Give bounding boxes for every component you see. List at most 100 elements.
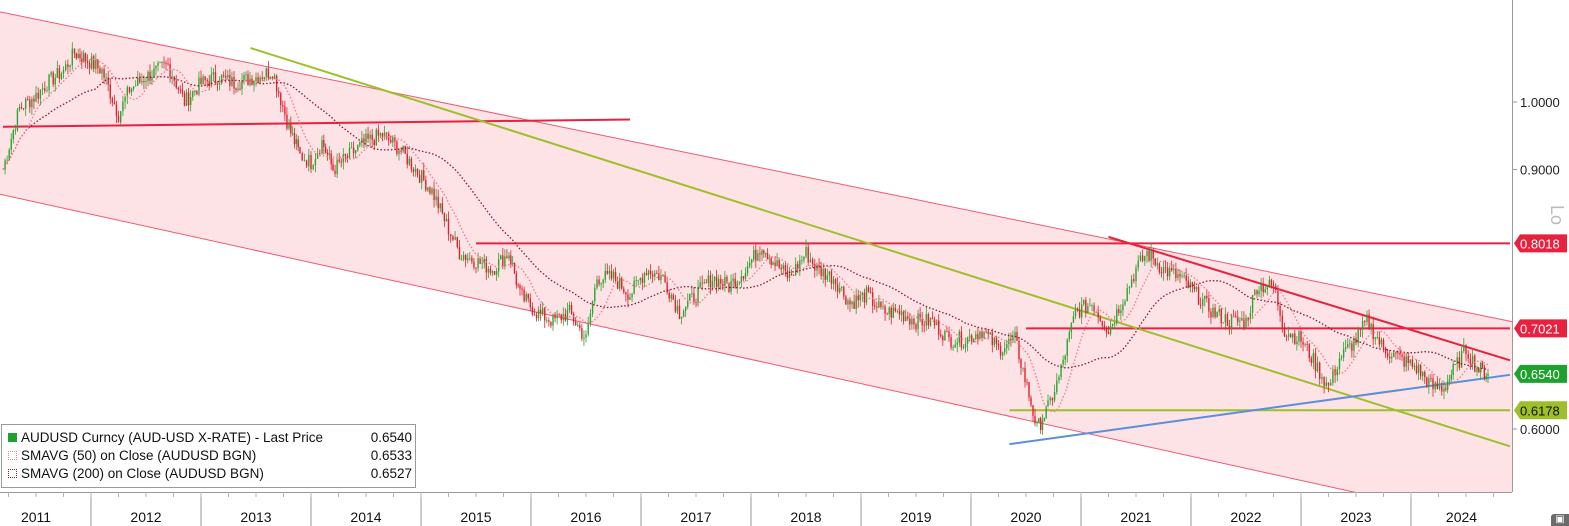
candle-body bbox=[1085, 300, 1087, 313]
candle-body bbox=[535, 314, 538, 319]
candle-body bbox=[968, 335, 971, 338]
candle-body bbox=[299, 147, 301, 154]
candle-body bbox=[1294, 333, 1296, 345]
candle-body bbox=[684, 306, 687, 311]
candle-body bbox=[1436, 382, 1439, 389]
candle-body bbox=[651, 274, 654, 277]
candle-body bbox=[312, 165, 314, 170]
candle-body bbox=[431, 188, 433, 194]
candle-body bbox=[155, 65, 157, 69]
candle-body bbox=[1160, 272, 1163, 274]
candle-body bbox=[625, 292, 627, 295]
candle-body bbox=[999, 345, 1002, 356]
candle-body bbox=[1368, 314, 1370, 330]
candle-body bbox=[50, 72, 52, 75]
candle-body bbox=[1060, 364, 1062, 377]
candle-body bbox=[48, 74, 50, 91]
green-trend-line-0 bbox=[250, 47, 1511, 448]
candle-body bbox=[596, 279, 598, 288]
candle-body bbox=[1275, 285, 1277, 291]
red-trend-line-0 bbox=[2, 118, 631, 128]
red-trend-line-3 bbox=[1108, 235, 1511, 362]
candle-body bbox=[196, 91, 198, 95]
candle-body bbox=[1393, 352, 1395, 357]
candle-body bbox=[730, 281, 732, 292]
candle-body bbox=[772, 262, 774, 265]
candle-body bbox=[1201, 299, 1204, 306]
candle-body bbox=[1283, 327, 1286, 337]
candle-body bbox=[523, 289, 525, 301]
candle-body bbox=[1148, 250, 1150, 261]
candle-body bbox=[310, 154, 312, 170]
candle-body bbox=[508, 255, 510, 259]
candle-body bbox=[1478, 368, 1480, 373]
price-series bbox=[2, 42, 1489, 435]
candle-body bbox=[257, 77, 259, 84]
candle-body bbox=[27, 99, 29, 100]
candle-body bbox=[544, 308, 546, 321]
candle-body bbox=[273, 75, 276, 79]
candle-body bbox=[84, 53, 87, 62]
candle-body bbox=[878, 301, 880, 308]
candle-body bbox=[1487, 373, 1489, 376]
candle-body bbox=[1483, 366, 1486, 379]
candle-body bbox=[1467, 354, 1469, 359]
candle-body bbox=[975, 334, 977, 339]
candle-body bbox=[744, 273, 747, 279]
chart-menu-icon[interactable]: ▣ bbox=[1551, 514, 1569, 526]
candle-body bbox=[1158, 263, 1161, 273]
candle-body bbox=[907, 316, 909, 319]
candle-body bbox=[1010, 338, 1012, 341]
candle-body bbox=[143, 80, 145, 83]
candle-body bbox=[275, 75, 278, 92]
candle-body bbox=[1179, 274, 1181, 277]
candle-body bbox=[616, 280, 619, 289]
candle-body bbox=[1083, 300, 1085, 305]
candle-body bbox=[1218, 308, 1220, 312]
candle-body bbox=[177, 87, 180, 90]
candle-body bbox=[433, 188, 435, 201]
legend-entry-last-price: AUDUSD Curncy (AUD-USD X-RATE) - Last Pr… bbox=[8, 429, 412, 447]
candle-body bbox=[560, 314, 562, 321]
legend-entry-sma200: SMAVG (200) on Close (AUDUSD BGN) 0.6527 bbox=[8, 465, 412, 483]
candle-body bbox=[1481, 362, 1484, 367]
candle-body bbox=[1395, 352, 1397, 354]
candle-body bbox=[1391, 356, 1393, 359]
candle-body bbox=[109, 84, 111, 99]
candle-body bbox=[82, 53, 85, 63]
candle-body bbox=[1476, 368, 1478, 372]
candle-body bbox=[218, 83, 221, 85]
candle-body bbox=[890, 307, 892, 318]
candle-body bbox=[1064, 355, 1066, 360]
candle-body bbox=[225, 76, 227, 78]
candle-body bbox=[450, 234, 452, 237]
candle-body bbox=[1116, 309, 1118, 324]
candle-body bbox=[680, 316, 683, 319]
candle-body bbox=[1359, 328, 1362, 330]
candle-body bbox=[780, 267, 782, 270]
candle-body bbox=[1289, 334, 1292, 338]
candle-body bbox=[794, 263, 797, 276]
price-tag-label: 0.8018 bbox=[1520, 236, 1560, 251]
candle-body bbox=[627, 294, 629, 300]
candle-body bbox=[637, 280, 639, 281]
price-tags: 0.8018 0.7021 0.6540 0.6178 bbox=[1514, 234, 1567, 420]
candle-body bbox=[1111, 323, 1114, 326]
candle-body bbox=[375, 129, 378, 146]
candle-body bbox=[807, 247, 809, 263]
candle-body bbox=[427, 187, 429, 191]
candle-body bbox=[132, 86, 135, 89]
candle-body bbox=[1243, 318, 1245, 328]
candle-body bbox=[139, 77, 141, 83]
candle-body bbox=[408, 158, 411, 165]
candle-body bbox=[187, 92, 190, 106]
candle-body bbox=[602, 279, 604, 284]
candle-body bbox=[385, 132, 388, 134]
candle-body bbox=[280, 93, 282, 106]
candle-body bbox=[629, 297, 631, 300]
candle-body bbox=[950, 337, 952, 348]
candle-body bbox=[1302, 341, 1304, 345]
candle-body bbox=[1101, 320, 1104, 326]
candle-body bbox=[709, 275, 712, 288]
candle-body bbox=[1304, 344, 1306, 345]
